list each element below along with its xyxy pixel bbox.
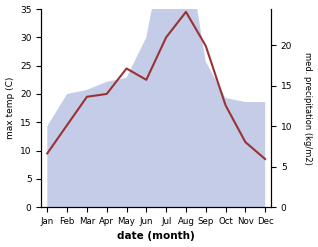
Y-axis label: med. precipitation (kg/m2): med. precipitation (kg/m2) [303,52,313,165]
X-axis label: date (month): date (month) [117,231,195,242]
Y-axis label: max temp (C): max temp (C) [5,77,15,139]
